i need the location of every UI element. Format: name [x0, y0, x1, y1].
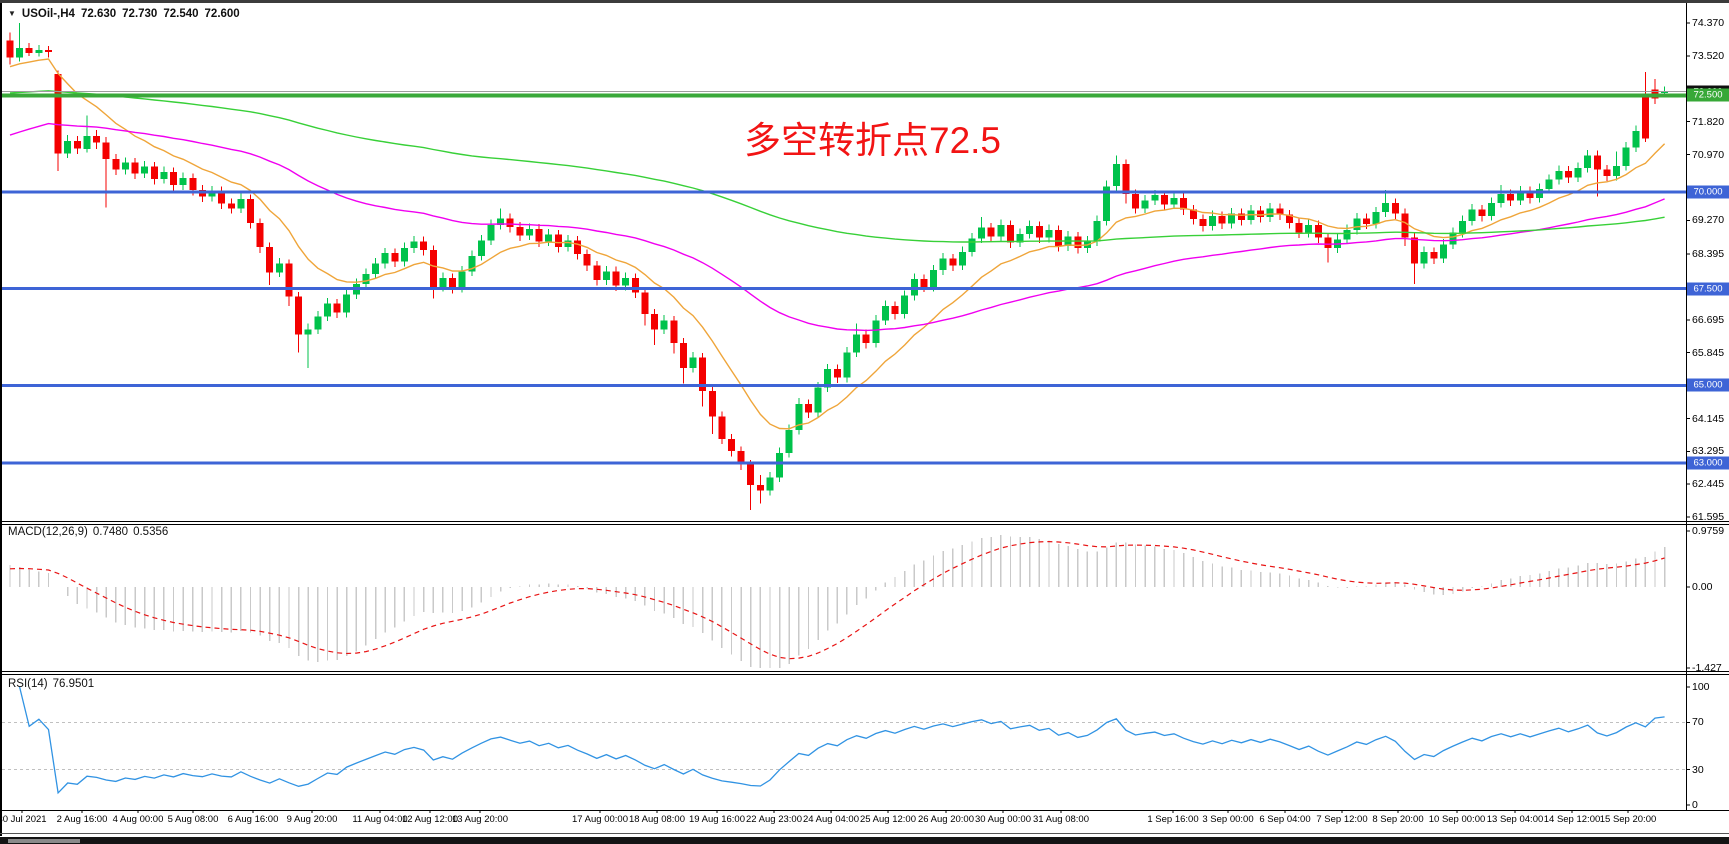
- price-tick-label: 73.520: [1692, 50, 1725, 62]
- panel-separator[interactable]: [0, 521, 1729, 522]
- ohlc-open: 72.630: [80, 8, 117, 20]
- rsi-tick-label: 70: [1692, 716, 1704, 729]
- turning-point-annotation: 多空转折点72.5: [744, 120, 1002, 161]
- rsi-line: [18, 686, 1665, 795]
- time-axis-label: 22 Aug 23:00: [746, 814, 802, 825]
- chart-title: ▼ USOil-,H4 72.630 72.730 72.540 72.600: [8, 8, 246, 20]
- time-axis-label: 5 Aug 08:00: [167, 814, 219, 825]
- ma-mid-line: [9, 122, 1665, 332]
- ma-slow-line: [9, 90, 1665, 243]
- price-tick-label: 74.370: [1692, 17, 1725, 30]
- ohlc-high: 72.730: [122, 8, 158, 20]
- macd-main-value: 0.7480: [92, 526, 129, 538]
- horizontal-scrollbar-thumb[interactable]: [8, 839, 80, 843]
- price-tick-label: 66.695: [1692, 313, 1725, 326]
- panel-separator[interactable]: [0, 524, 1729, 525]
- price-tick-label: 61.595: [1692, 511, 1725, 524]
- time-axis-label: 7 Sep 12:00: [1316, 814, 1368, 825]
- time-axis-label: 30 Jul 2021: [0, 814, 47, 825]
- time-axis-label: 11 Aug 04:00: [352, 814, 408, 825]
- symbol-period-label: USOil-,H4: [21, 8, 75, 20]
- time-axis-label: 15 Sep 20:00: [1599, 814, 1657, 825]
- rsi-tick-label: 30: [1692, 763, 1704, 776]
- ohlc-low: 72.540: [163, 8, 199, 20]
- time-axis-line: [0, 810, 1729, 811]
- time-axis-label: 6 Aug 16:00: [227, 814, 279, 825]
- macd-signal-line: [9, 540, 1665, 660]
- price-tick-label: 71.820: [1692, 115, 1725, 128]
- price-badge: 70.000: [1687, 185, 1729, 199]
- price-badge: 72.500: [1687, 88, 1729, 102]
- time-axis-label: 14 Sep 12:00: [1543, 814, 1601, 825]
- price-tick-label: 68.395: [1692, 248, 1725, 261]
- ohlc-close: 72.600: [204, 8, 240, 20]
- price-tick-label: 62.445: [1692, 478, 1725, 491]
- time-axis-label: 13 Sep 04:00: [1486, 814, 1544, 825]
- price-tick-label: 69.270: [1692, 214, 1725, 227]
- time-axis-label: 24 Aug 04:00: [803, 814, 859, 825]
- macd-name: MACD(12,26,9): [8, 526, 88, 538]
- price-tick-label: 70.970: [1692, 148, 1725, 161]
- rsi-name: RSI(14): [8, 678, 48, 690]
- collapse-chevron-icon[interactable]: ▼: [8, 9, 16, 18]
- price-badge: 65.000: [1687, 378, 1729, 392]
- price-axis-line: [1686, 3, 1687, 811]
- rsi-value: 76.9501: [52, 678, 95, 690]
- price-tick-label: 65.845: [1692, 346, 1725, 359]
- window-top-bar: [0, 0, 1729, 3]
- price-badge: 63.000: [1687, 456, 1729, 470]
- time-axis-label: 25 Aug 12:00: [860, 814, 916, 825]
- time-axis-label: 8 Sep 20:00: [1372, 814, 1424, 825]
- window-bottom-bar: [0, 837, 1729, 844]
- rsi-tick-label: 0: [1692, 799, 1698, 811]
- macd-tick-label: -1.427: [1692, 662, 1722, 674]
- chart-left-border: [0, 3, 2, 836]
- time-axis-label: 1 Sep 16:00: [1147, 814, 1199, 825]
- rsi-tick-label: 100: [1692, 681, 1710, 693]
- ma-fast-line: [9, 58, 1666, 430]
- macd-signal-value: 0.5356: [133, 526, 169, 538]
- time-axis-label: 18 Aug 08:00: [629, 814, 685, 825]
- time-axis-label: 6 Sep 04:00: [1259, 814, 1311, 825]
- time-axis-label: 2 Aug 16:00: [56, 814, 108, 825]
- time-axis-label: 19 Aug 16:00: [689, 814, 745, 825]
- time-axis-label: 13 Aug 20:00: [452, 814, 508, 825]
- bottom-divider: [0, 833, 1729, 834]
- rsi-indicator-label: RSI(14) 76.9501: [8, 678, 99, 690]
- time-axis-label: 3 Sep 00:00: [1202, 814, 1254, 825]
- time-axis-label: 4 Aug 00:00: [112, 814, 164, 825]
- panel-separator[interactable]: [0, 674, 1729, 675]
- macd-tick-label: 0.9759: [1692, 525, 1725, 537]
- macd-histogram: [9, 535, 1666, 668]
- time-axis-label: 12 Aug 12:00: [402, 814, 458, 825]
- panel-separator[interactable]: [0, 671, 1729, 672]
- time-axis-label: 17 Aug 00:00: [572, 814, 628, 825]
- price-badge: 67.500: [1687, 282, 1729, 296]
- macd-indicator-label: MACD(12,26,9) 0.7480 0.5356: [8, 526, 173, 538]
- time-axis-label: 30 Aug 00:00: [975, 814, 1031, 825]
- price-tick-label: 63.295: [1692, 445, 1725, 458]
- price-tick-label: 64.145: [1692, 412, 1725, 425]
- time-axis-label: 10 Sep 00:00: [1428, 814, 1486, 825]
- macd-tick-label: 0.00: [1692, 581, 1713, 593]
- time-axis-label: 31 Aug 08:00: [1033, 814, 1089, 825]
- time-axis-label: 26 Aug 20:00: [918, 814, 974, 825]
- time-axis-label: 9 Aug 20:00: [286, 814, 338, 825]
